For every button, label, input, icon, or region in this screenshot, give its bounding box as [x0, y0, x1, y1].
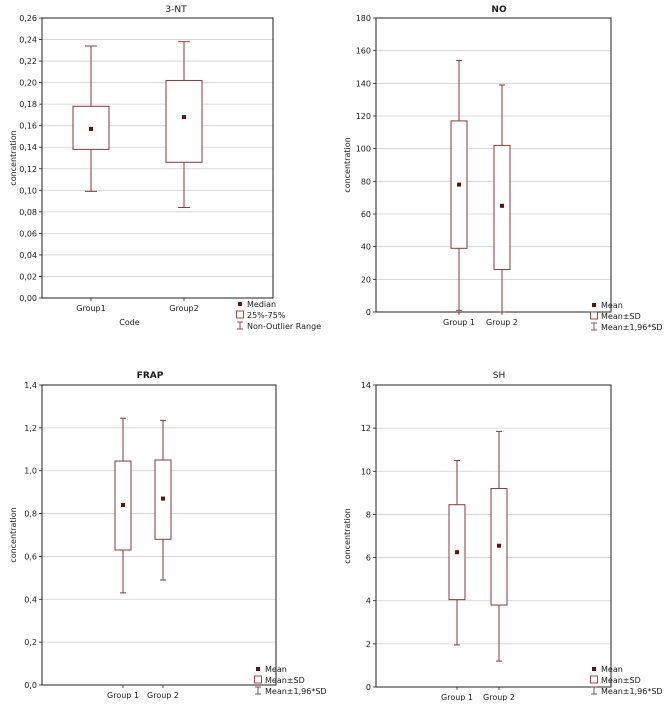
x-tick-label: Group 1: [441, 693, 473, 701]
chart-title: FRAP: [137, 371, 164, 381]
y-tick-label: 2: [366, 640, 371, 649]
plot-frame: [375, 384, 612, 688]
legend-label-box: Mean±SD: [601, 312, 641, 321]
y-tick-label: 0: [366, 308, 371, 317]
box: [165, 79, 203, 163]
y-tick-label: 0,10: [19, 186, 37, 195]
x-tick-label: Group1: [76, 304, 105, 313]
y-tick-label: 100: [356, 145, 371, 154]
y-tick-label: 120: [356, 112, 371, 121]
y-tick-label: 80: [361, 177, 371, 186]
y-tick-label: 0: [366, 683, 371, 692]
plot-frame: [41, 17, 274, 299]
x-tick-label: Group 1: [443, 318, 475, 327]
y-tick-label: 6: [366, 554, 371, 563]
y-tick-label: 0,08: [19, 208, 37, 217]
x-tick-label: Group 2: [483, 693, 515, 701]
y-tick-label: 20: [361, 275, 371, 284]
y-tick-label: 10: [361, 467, 371, 476]
plot-frame: [375, 17, 612, 313]
center-marker: [121, 503, 125, 507]
y-tick-label: 1,4: [24, 381, 37, 390]
y-tick-label: 0,14: [19, 143, 37, 152]
center-marker: [182, 115, 186, 120]
center-marker: [89, 126, 93, 131]
legend-label-box: 25%-75%: [247, 311, 286, 320]
chart-title: SH: [493, 371, 505, 381]
y-tick-label: 0,00: [19, 294, 37, 303]
legend-box-icon: [254, 675, 262, 684]
legend-label-box: Mean±SD: [601, 676, 641, 685]
y-axis-label: concentration: [343, 137, 352, 192]
y-axis-label: concentration: [343, 508, 352, 563]
x-axis-label: Code: [119, 318, 140, 327]
y-axis-label: concentration: [9, 507, 18, 562]
y-tick-label: 12: [361, 424, 371, 433]
chart-frap-svg: FRAP 0,0 0,2 0,4 0,6 0,8 1,0 1,2 1,4 concentratio…: [9, 371, 327, 700]
y-tick-label: 0,26: [19, 14, 37, 23]
center-marker: [161, 496, 165, 501]
y-tick-label: 4: [366, 597, 371, 606]
y-tick-label: 0,6: [24, 552, 37, 561]
legend-label-center: Mean: [601, 301, 623, 310]
center-marker: [497, 543, 501, 548]
chart-no: NO 0 20 40 60 80 100 120 140 160 180 concentration G…: [334, 0, 669, 340]
legend-label-range: Non-Outlier Range: [247, 322, 321, 331]
y-tick-label: 0,0: [24, 681, 37, 690]
legend-label-center: Mean: [265, 665, 287, 674]
y-tick-label: 0,8: [24, 510, 37, 519]
plot-frame: [41, 384, 277, 686]
y-tick-label: 140: [356, 79, 371, 88]
y-tick-label: 1,0: [24, 467, 37, 476]
y-tick-label: 0,12: [19, 165, 37, 174]
x-tick-label: Group2: [169, 304, 198, 313]
y-tick-label: 8: [366, 510, 371, 519]
y-tick-label: 14: [361, 381, 371, 390]
chart-3nt-svg: 3-NT 0,00 0,02 0,04 0,06 0,08 0,10 0,12 0,14 0,16…: [9, 5, 321, 331]
y-tick-label: 60: [361, 210, 371, 219]
chart-title: 3-NT: [165, 5, 187, 15]
legend-label-box: Mean±SD: [265, 676, 305, 685]
legend-box-icon: [590, 311, 598, 320]
legend-label-range: Mean±1,96*SD: [265, 687, 327, 696]
legend-label-range: Mean±1,96*SD: [601, 687, 663, 696]
legend-box-icon: [590, 675, 598, 684]
y-tick-label: 0,04: [19, 251, 37, 260]
y-tick-label: 180: [356, 14, 371, 23]
y-tick-label: 40: [361, 243, 371, 252]
legend-label-center: Mean: [601, 665, 623, 674]
center-marker: [500, 203, 504, 208]
x-tick-label: Group 2: [486, 318, 518, 327]
legend-label-center: Median: [247, 300, 276, 309]
y-axis-label: concentration: [9, 130, 18, 185]
chart-title: NO: [491, 5, 507, 15]
y-tick-label: 0,2: [24, 638, 37, 647]
y-tick-label: 0,16: [19, 122, 37, 131]
x-tick-label: Group 1: [107, 691, 139, 700]
x-tick-label: Group 2: [147, 691, 179, 700]
chart-sh: SH 0 2 4 6 8 10 12 14 concentration Group 1 Group 2…: [334, 362, 669, 702]
legend-label-range: Mean±1,96*SD: [601, 323, 663, 332]
y-tick-label: 0,22: [19, 57, 37, 66]
chart-3nt: 3-NT 0,00 0,02 0,04 0,06 0,08 0,10 0,12 0,14 0,16…: [0, 0, 334, 340]
y-tick-label: 160: [356, 47, 371, 56]
chart-frap: FRAP 0,0 0,2 0,4 0,6 0,8 1,0 1,2 1,4 concentratio…: [0, 362, 334, 701]
y-tick-label: 0,4: [24, 595, 37, 604]
legend-marker-icon: [238, 302, 242, 306]
y-tick-label: 0,20: [19, 79, 37, 88]
y-tick-label: 0,24: [19, 36, 37, 45]
center-marker: [455, 550, 459, 555]
y-tick-label: 1,2: [24, 424, 37, 433]
legend-marker-icon: [592, 667, 596, 671]
y-tick-label: 0,02: [19, 272, 37, 281]
legend-marker-icon: [592, 303, 596, 307]
chart-sh-svg: SH 0 2 4 6 8 10 12 14 concentration Group 1 Group 2…: [343, 371, 663, 702]
center-marker: [457, 182, 461, 187]
y-tick-label: 0,06: [19, 229, 37, 238]
legend-marker-icon: [256, 667, 260, 671]
y-tick-label: 0,18: [19, 100, 37, 109]
chart-no-svg: NO 0 20 40 60 80 100 120 140 160 180 concentration G…: [343, 5, 663, 332]
legend-box-icon: [236, 310, 244, 319]
